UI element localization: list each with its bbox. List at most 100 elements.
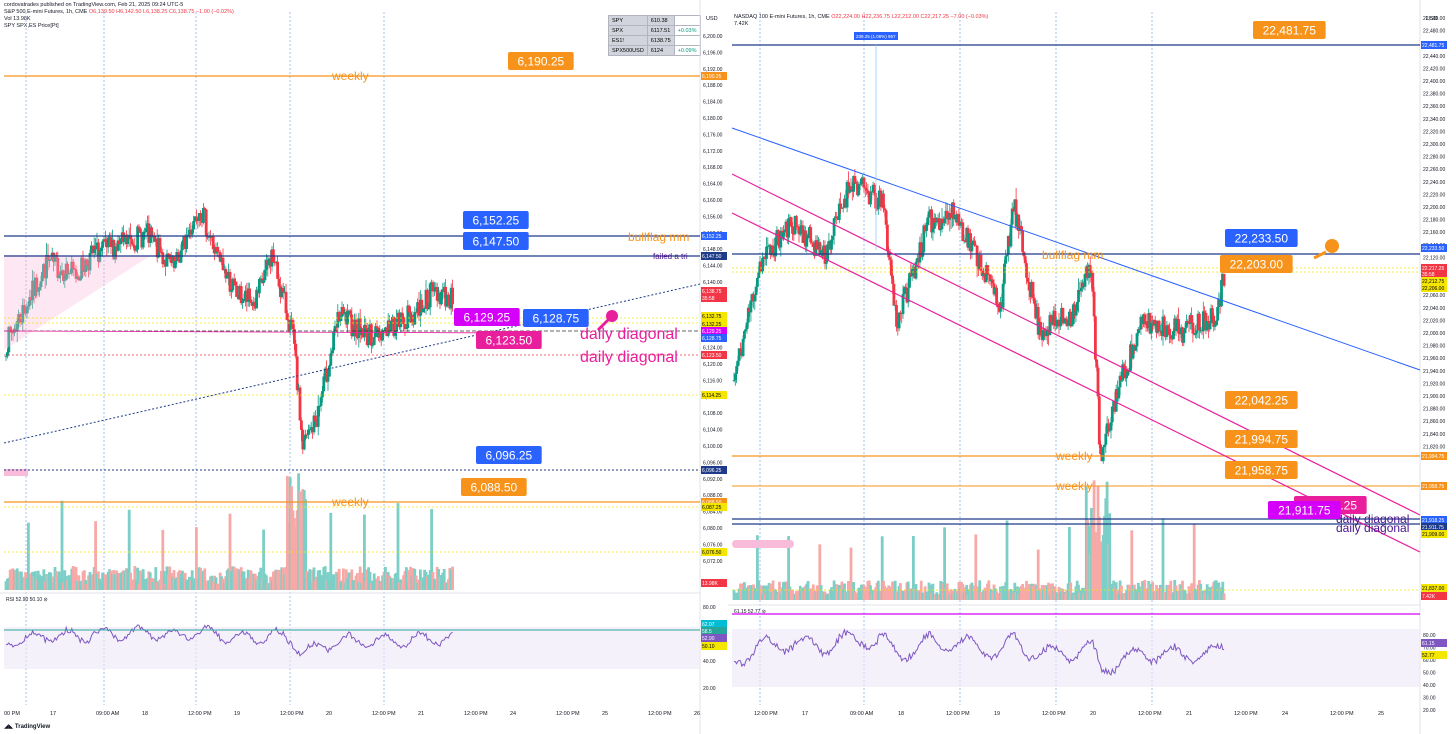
candle-body bbox=[211, 236, 215, 250]
candle-body bbox=[831, 235, 835, 240]
candle-body bbox=[25, 306, 29, 314]
volume-bar bbox=[262, 529, 265, 590]
candle-body bbox=[869, 191, 872, 205]
candle-body bbox=[221, 257, 225, 270]
price-tick: 21,860.00 bbox=[1423, 419, 1445, 425]
es-chart-svg[interactable]: USD 6,200.00 6,196.00 6,192.00 6,188.00 6,184… bbox=[0, 0, 728, 734]
candle-body bbox=[106, 237, 110, 248]
rsi-band bbox=[732, 629, 1420, 687]
candle-body bbox=[849, 186, 853, 190]
price-tick: 21,920.00 bbox=[1423, 381, 1445, 387]
price-badge: 21,994.75 bbox=[1422, 454, 1444, 460]
candle-body bbox=[1110, 406, 1114, 423]
candle-body bbox=[1049, 315, 1053, 323]
price-badge-bg bbox=[1421, 284, 1447, 292]
es-chart-pane[interactable]: cordovatrades published on TradingView.c… bbox=[0, 0, 728, 734]
candle-body bbox=[1195, 330, 1199, 334]
volume-bar bbox=[893, 580, 897, 600]
price-tick: 22,200.00 bbox=[1423, 205, 1445, 211]
candle-body bbox=[1069, 311, 1073, 327]
candle-body bbox=[761, 257, 764, 272]
candle-body bbox=[192, 221, 195, 230]
price-tick: 6,076.00 bbox=[703, 542, 723, 548]
price-badge-bg bbox=[701, 232, 727, 240]
volume-bar bbox=[358, 566, 362, 590]
volume-bar bbox=[1205, 584, 1209, 600]
volume-bar bbox=[1105, 481, 1109, 600]
candle-body bbox=[337, 311, 341, 322]
volume-bar bbox=[190, 570, 194, 590]
price-badge: 6,129.25 bbox=[702, 329, 722, 335]
daily-diagonal-label: daily diagonal bbox=[1336, 521, 1409, 535]
candle-body bbox=[231, 278, 235, 291]
candle-body bbox=[1017, 214, 1021, 231]
symbol-title[interactable]: S&P 500 E-mini Futures, 1h, CME bbox=[4, 9, 88, 15]
volume-bar bbox=[1016, 586, 1019, 600]
time-tick: 12:00 PM bbox=[754, 711, 778, 717]
price-tick: 6,184.00 bbox=[703, 100, 723, 106]
nq-chart-pane[interactable]: NASDAQ 100 E-mini Futures, 1h, CME O22,2… bbox=[728, 0, 1456, 734]
callout-21911: 21,911.75 bbox=[1278, 503, 1331, 517]
volume-bar bbox=[195, 527, 198, 590]
candle-body bbox=[286, 313, 289, 321]
candle-body bbox=[925, 224, 928, 232]
volume-legend: 7.42K bbox=[734, 21, 749, 27]
time-tick: 00 PM bbox=[4, 711, 20, 717]
volume-bar bbox=[351, 580, 355, 590]
candle-body bbox=[130, 239, 134, 245]
pink-marker bbox=[4, 469, 28, 476]
price-badge-bg bbox=[701, 327, 727, 335]
candle-body bbox=[235, 285, 239, 297]
price-tick: 6,180.00 bbox=[703, 116, 723, 122]
candle-body bbox=[1169, 335, 1173, 339]
volume-bar bbox=[302, 490, 306, 590]
candle-body bbox=[333, 326, 337, 332]
candle-body bbox=[427, 307, 431, 310]
candle-body bbox=[1214, 320, 1218, 326]
candle-body bbox=[329, 353, 333, 366]
candle-body bbox=[1005, 254, 1009, 257]
candle-body bbox=[405, 327, 408, 329]
candle-body bbox=[174, 261, 177, 268]
price-badge: 6,147.50 bbox=[702, 254, 722, 260]
symbol-title[interactable]: NASDAQ 100 E-mini Futures, 1h, CME bbox=[734, 14, 830, 20]
callout-22203: 22,203.00 bbox=[1230, 257, 1284, 271]
price-tick: 22,500.00 bbox=[1423, 16, 1445, 22]
candle-body bbox=[854, 182, 858, 184]
candle-body bbox=[1134, 346, 1138, 351]
candle-body bbox=[449, 287, 453, 309]
watchlist-row[interactable]: SPX500USD 6124 +0.09% bbox=[608, 45, 701, 56]
callout-22042: 22,042.25 bbox=[1235, 393, 1289, 407]
candle-body bbox=[749, 300, 753, 313]
price-tick: 21,820.00 bbox=[1423, 444, 1445, 450]
candle-body bbox=[765, 246, 768, 260]
price-badge: 6,128.75 bbox=[702, 336, 722, 342]
callout-21958: 21,958.75 bbox=[1235, 463, 1289, 477]
candle-body bbox=[1211, 308, 1214, 316]
candle-body bbox=[811, 242, 815, 247]
candle-body bbox=[939, 229, 943, 230]
candle-body bbox=[824, 261, 828, 264]
candle-body bbox=[771, 245, 775, 254]
candle-body bbox=[258, 279, 261, 294]
rsi-badge-bg bbox=[1421, 651, 1447, 659]
candle-body bbox=[795, 216, 798, 227]
candle-body bbox=[1194, 333, 1197, 335]
rsi-line bbox=[5, 624, 453, 657]
candle-body bbox=[1095, 359, 1099, 368]
candle-body bbox=[1136, 329, 1140, 334]
volume-bar bbox=[442, 568, 446, 590]
candle-body bbox=[217, 251, 221, 253]
price-tick: 22,440.00 bbox=[1423, 54, 1445, 60]
rsi-tick: 20.00 bbox=[1423, 708, 1436, 714]
candle-body bbox=[277, 278, 281, 287]
price-tick: 6,120.00 bbox=[703, 362, 723, 368]
time-tick: 12:00 PM bbox=[188, 711, 212, 717]
price-badge-bg bbox=[1421, 277, 1447, 285]
candle-body bbox=[402, 316, 405, 325]
nq-chart-svg[interactable]: USD22,500.0022,480.0022,460.0022,440.002… bbox=[728, 0, 1456, 734]
callout-6123-bg bbox=[476, 331, 542, 349]
volume-bar bbox=[365, 569, 369, 590]
price-badge: 21,958.75 bbox=[1422, 484, 1444, 490]
price-tick: 6,072.00 bbox=[703, 559, 723, 565]
